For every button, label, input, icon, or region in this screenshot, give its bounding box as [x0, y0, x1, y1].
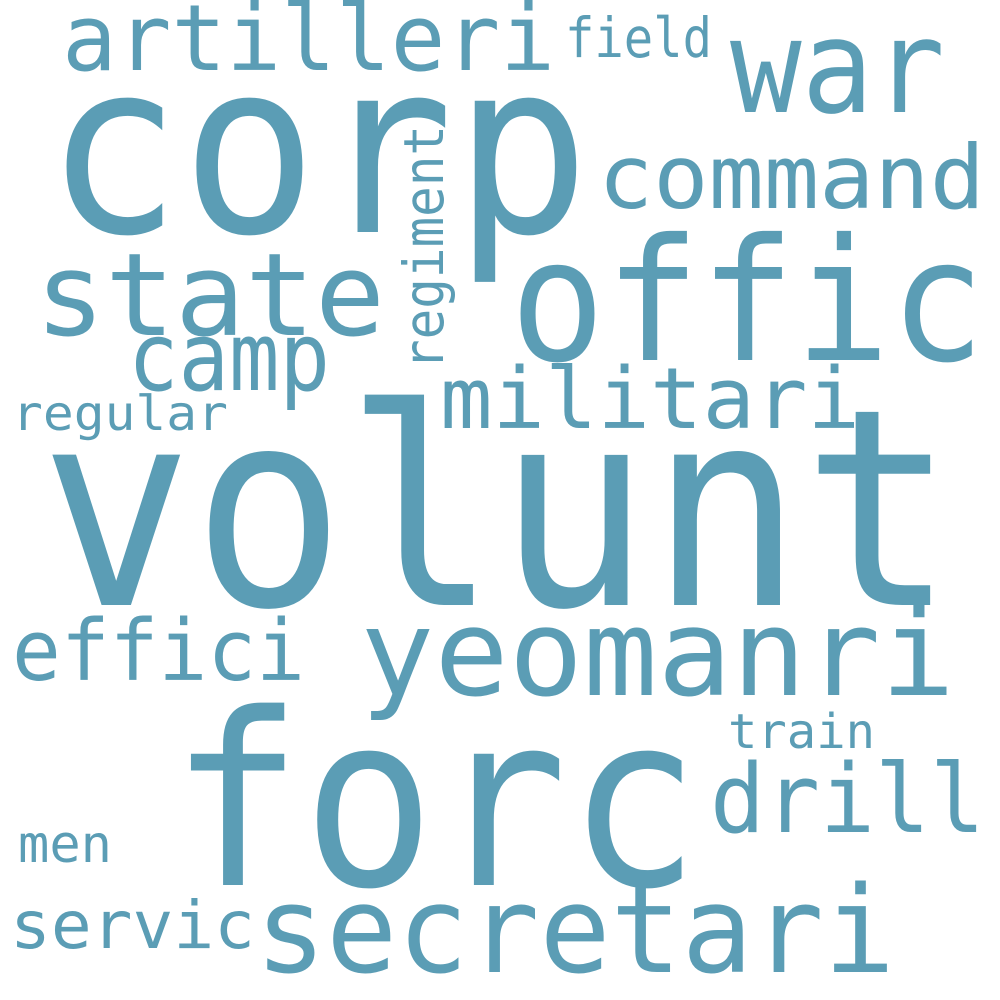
word: secretari	[255, 862, 895, 1000]
word: men	[18, 815, 112, 875]
word: field	[565, 6, 712, 70]
word: drill	[710, 745, 985, 855]
word: train	[728, 704, 875, 760]
word: camp	[128, 303, 330, 413]
word: offic	[510, 203, 985, 401]
word: forc	[170, 662, 700, 942]
word: yeomanri	[360, 585, 955, 724]
word: regular	[12, 386, 228, 442]
word: corp	[45, 9, 590, 289]
word: servic	[10, 887, 255, 964]
word: war	[730, 0, 945, 143]
word: effici	[12, 602, 305, 701]
word: artilleri	[62, 0, 555, 92]
word: command	[598, 126, 985, 229]
word: state	[35, 229, 385, 363]
word: volunt	[40, 350, 955, 670]
word: militari	[440, 350, 860, 449]
word: regiment	[392, 125, 456, 370]
